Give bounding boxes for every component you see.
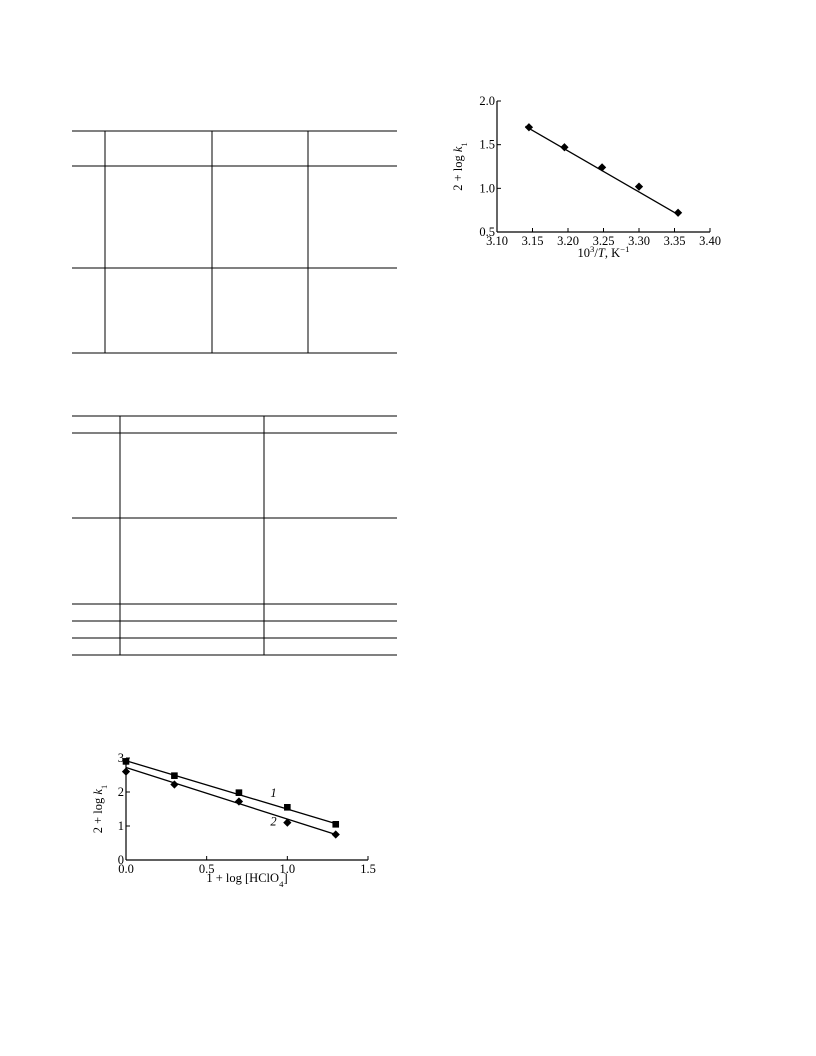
- data-point: [234, 797, 244, 806]
- x-axis-label: 103/T, K−1: [578, 244, 630, 260]
- x-tick-label: 3.25: [593, 234, 615, 248]
- y-axis-label: 2 + log k1: [451, 142, 469, 191]
- y-tick-label: 0: [118, 853, 124, 867]
- x-tick-label: 3.15: [522, 234, 544, 248]
- x-tick-label: 1.0: [280, 862, 296, 876]
- data-point: [284, 804, 291, 811]
- fit-line: [125, 766, 336, 836]
- x-tick-label: 1.5: [360, 862, 376, 876]
- data-point: [634, 182, 644, 191]
- x-tick-label: 0.5: [199, 862, 215, 876]
- y-tick-label: 0.5: [479, 225, 495, 239]
- y-tick-label: 2: [118, 785, 124, 799]
- acid-dependence-chart: 0.0 0.5 1.0 1.5 0 1 2 3 1 + log [HClO4] 2 + log k…: [91, 751, 376, 889]
- fit-line: [125, 760, 336, 825]
- y-tick-label: 2.0: [479, 94, 495, 108]
- x-tick-label: 0.0: [118, 862, 134, 876]
- data-point: [121, 767, 131, 776]
- y-axis-label: 2 + log k1: [91, 785, 109, 834]
- x-tick-label: 3.35: [664, 234, 686, 248]
- data-point: [171, 772, 178, 779]
- y-tick-label: 1: [118, 819, 124, 833]
- data-point: [331, 830, 340, 839]
- x-axis-label: 1 + log [HClO4]: [206, 871, 287, 889]
- x-tick-label: 3.20: [557, 234, 579, 248]
- data-point: [673, 208, 683, 217]
- y-tick-label: 3: [118, 751, 124, 765]
- data-point: [235, 789, 243, 796]
- series-label: 2: [270, 815, 276, 829]
- data-point: [283, 818, 292, 827]
- data-point: [597, 163, 607, 172]
- data-point: [170, 780, 179, 789]
- y-tick-label: 1.5: [479, 138, 495, 152]
- arrhenius-chart: 3.10 3.15 3.20 3.25 3.30 3.35 3.40 0.5 1.0 1.5 2.0…: [451, 94, 721, 260]
- data-point: [560, 143, 569, 152]
- data-point: [524, 123, 534, 132]
- data-point: [122, 758, 130, 765]
- x-tick-label: 3.40: [699, 234, 721, 248]
- x-tick-label: 3.30: [628, 234, 650, 248]
- x-tick-label: 3.10: [486, 234, 508, 248]
- data-point: [332, 821, 340, 828]
- y-tick-label: 1.0: [479, 181, 495, 195]
- series-label: 1: [270, 786, 276, 800]
